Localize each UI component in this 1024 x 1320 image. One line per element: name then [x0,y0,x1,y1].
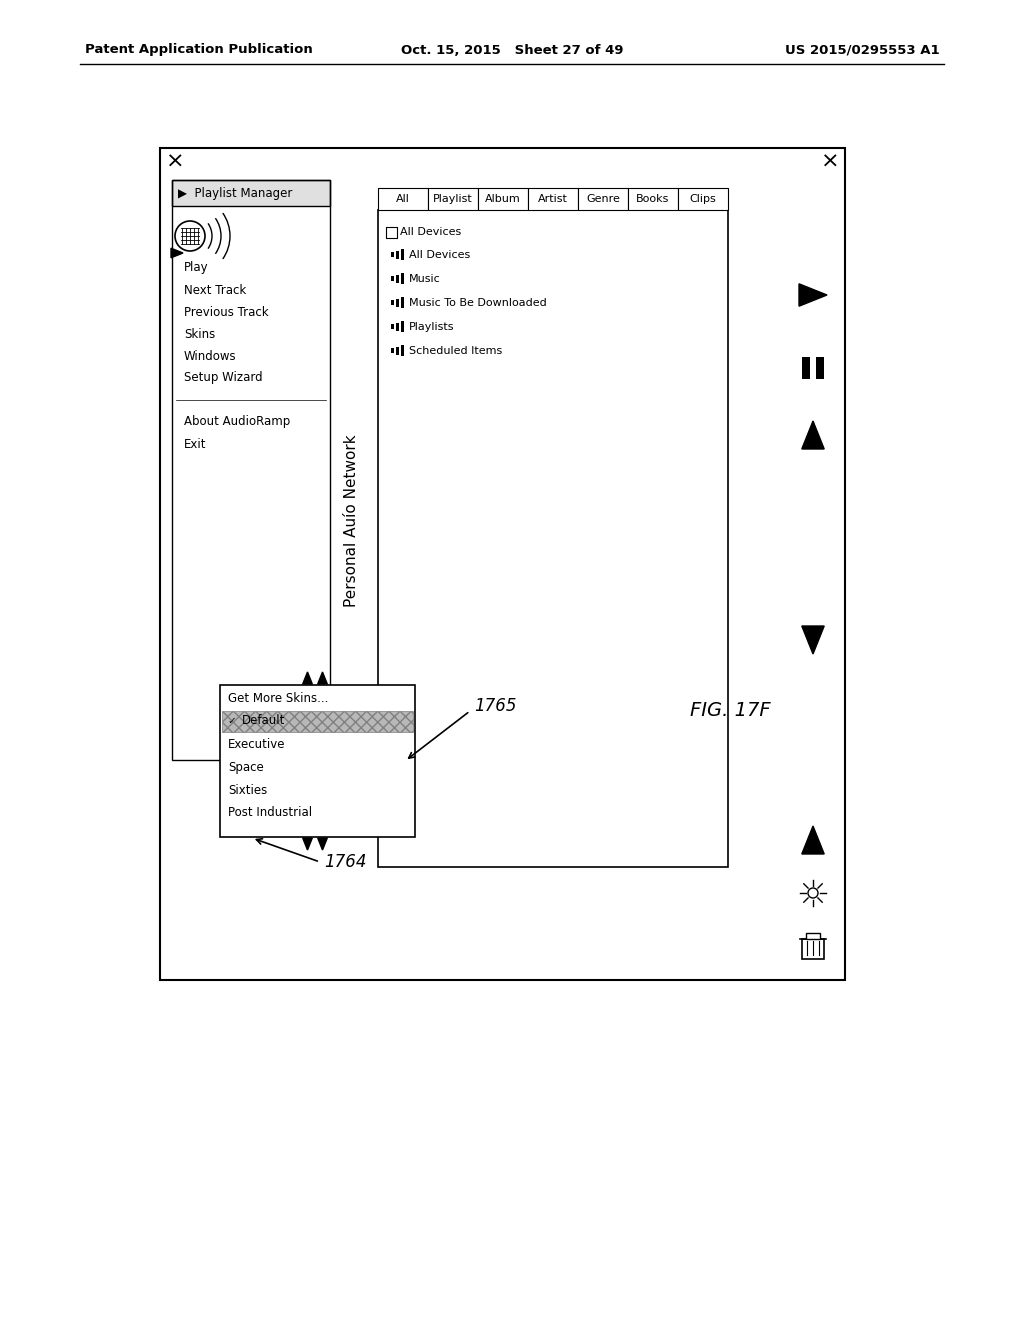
Bar [378,187,428,210]
Text: 1765: 1765 [474,697,516,715]
Bar [428,187,478,210]
Bar [396,275,399,282]
Polygon shape [802,826,824,854]
Polygon shape [799,284,827,306]
Text: Music: Music [409,275,440,284]
Bar [391,300,394,305]
Text: Books: Books [636,194,670,205]
Bar [802,939,824,960]
Text: Executive: Executive [228,738,286,751]
Text: Patent Application Publication: Patent Application Publication [85,44,312,57]
Text: Scheduled Items: Scheduled Items [409,346,502,356]
Bar [378,210,728,867]
Text: Playlists: Playlists [409,322,455,333]
Text: All Devices: All Devices [400,227,461,238]
Text: Playlist: Playlist [433,194,473,205]
Bar [391,276,394,281]
Text: Oct. 15, 2015   Sheet 27 of 49: Oct. 15, 2015 Sheet 27 of 49 [400,44,624,57]
Text: Artist: Artist [538,194,568,205]
Bar [172,180,330,760]
Text: About AudioRamp: About AudioRamp [184,416,290,429]
Bar [396,300,399,308]
Polygon shape [317,838,328,850]
Bar [396,251,399,259]
Text: Music To Be Downloaded: Music To Be Downloaded [409,298,547,308]
Text: Post Industrial: Post Industrial [228,807,312,820]
Text: ×: × [820,152,840,172]
Text: FIG. 17F: FIG. 17F [690,701,771,719]
Text: ✓: ✓ [227,715,236,726]
Bar [401,321,404,333]
Bar [816,356,824,379]
Text: All Devices: All Devices [409,249,470,260]
Polygon shape [802,626,824,653]
Text: Play: Play [184,261,209,275]
Bar [391,348,394,352]
Text: Sixties: Sixties [228,784,267,796]
Bar [396,347,399,355]
Bar [396,323,399,331]
Text: Setup Wizard: Setup Wizard [184,371,262,384]
Text: ×: × [166,152,184,172]
Bar [578,187,628,210]
Bar [802,356,810,379]
Bar [678,187,728,210]
Bar [401,297,404,308]
Bar [528,187,578,210]
Text: Personal Auío Network: Personal Auío Network [344,434,359,607]
Text: Get More Skins...: Get More Skins... [228,692,329,705]
Text: US 2015/0295553 A1: US 2015/0295553 A1 [785,44,940,57]
Polygon shape [317,672,328,684]
Bar [401,345,404,356]
Polygon shape [802,421,824,449]
Bar [478,187,528,210]
Bar [391,323,394,329]
Bar [160,148,845,979]
Bar [391,252,394,257]
Bar [222,710,413,731]
Text: Skins: Skins [184,327,215,341]
Bar [220,685,415,837]
Polygon shape [303,838,312,850]
Bar [806,933,820,939]
Bar [628,187,678,210]
Text: Next Track: Next Track [184,284,246,297]
Text: Genre: Genre [586,194,620,205]
Text: Space: Space [228,760,264,774]
Bar [401,249,404,260]
Text: ▶  Playlist Manager: ▶ Playlist Manager [178,186,293,199]
Text: Previous Track: Previous Track [184,305,268,318]
Bar [386,227,397,238]
Bar [386,227,397,238]
Bar [172,180,330,206]
Polygon shape [303,672,312,684]
Text: All: All [396,194,410,205]
Bar [401,273,404,284]
Text: Clips: Clips [689,194,717,205]
Text: Default: Default [242,714,286,727]
Polygon shape [171,248,183,257]
Text: Exit: Exit [184,437,207,450]
Text: Windows: Windows [184,350,237,363]
Text: 1764: 1764 [324,853,367,871]
Text: Album: Album [485,194,521,205]
